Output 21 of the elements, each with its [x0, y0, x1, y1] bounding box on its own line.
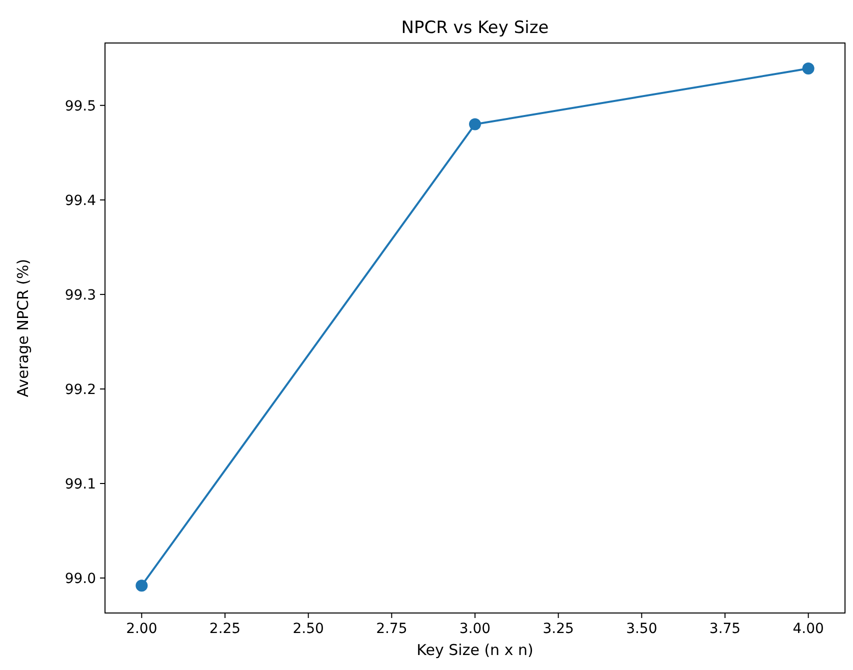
- y-tick-label: 99.4: [64, 192, 96, 209]
- point: [136, 580, 148, 592]
- y-tick-label: 99.5: [64, 98, 96, 114]
- x-tick-label: 2.00: [126, 621, 158, 637]
- point: [469, 118, 481, 130]
- x-tick-label: 2.25: [209, 621, 241, 637]
- x-tick-label: 4.00: [792, 621, 824, 637]
- y-tick-label: 99.3: [64, 287, 96, 304]
- y-tick-label: 99.2: [64, 382, 96, 398]
- x-axis-title: Key Size (n x n): [416, 641, 534, 659]
- y-tick-label: 99.1: [64, 476, 96, 492]
- chart-title: NPCR vs Key Size: [401, 18, 549, 38]
- x-tick-label: 3.75: [709, 621, 741, 637]
- point: [802, 62, 814, 75]
- x-tick-label: 2.50: [292, 621, 324, 637]
- x-tick-label: 3.00: [459, 621, 491, 637]
- y-tick-label: 99.0: [64, 570, 96, 587]
- y-axis-title: Average NPCR (%): [14, 258, 32, 398]
- x-tick-label: 3.50: [626, 621, 658, 637]
- x-tick-label: 2.75: [376, 621, 408, 637]
- x-tick-label: 3.25: [542, 621, 574, 637]
